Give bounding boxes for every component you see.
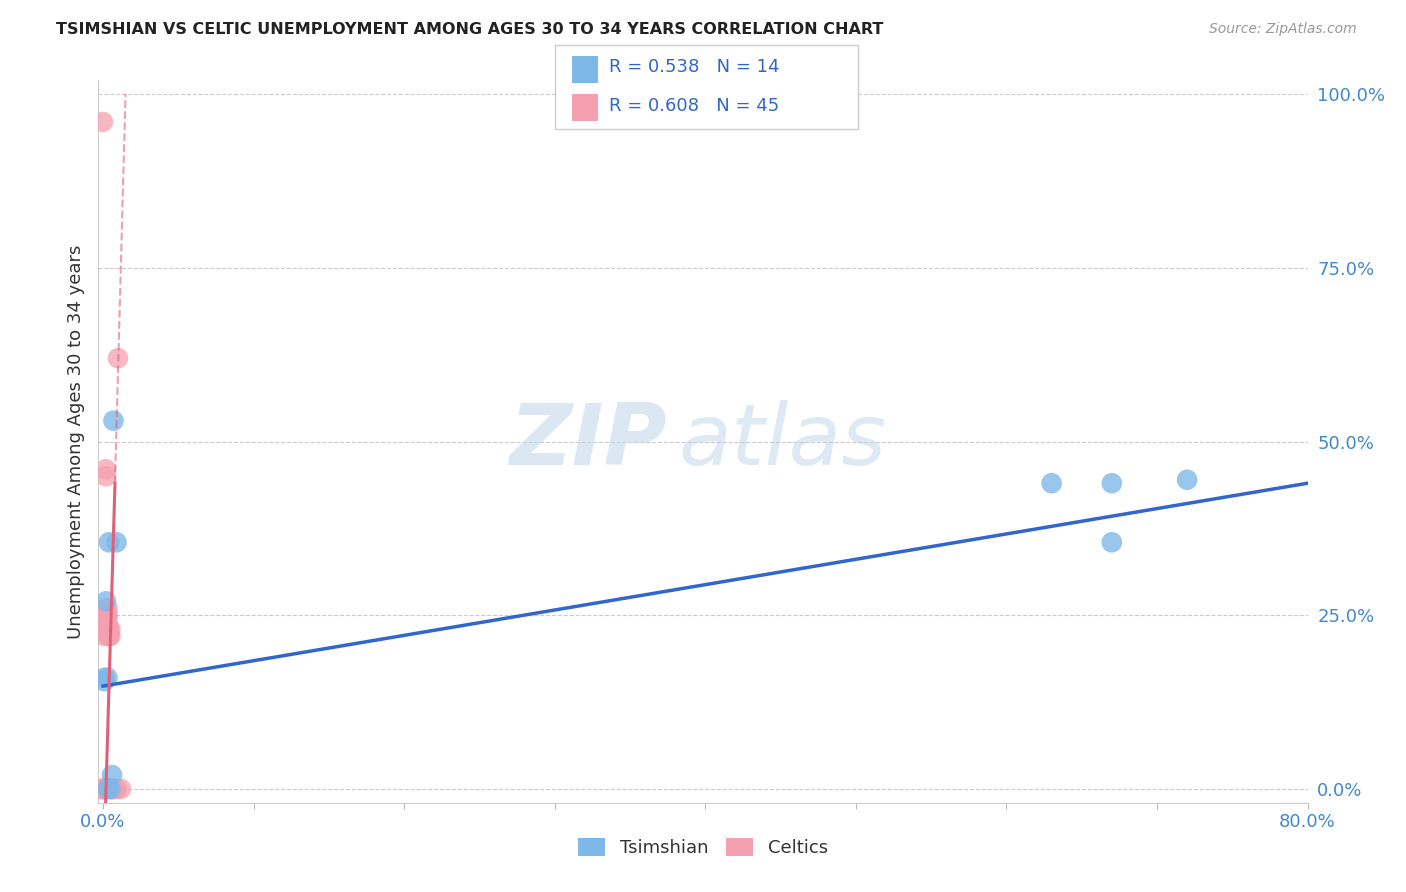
- Point: [100, 781, 122, 796]
- Legend: Tsimshian, Celtics: Tsimshian, Celtics: [569, 829, 837, 866]
- Point: [94, 608, 117, 623]
- Point: [1175, 473, 1198, 487]
- Text: TSIMSHIAN VS CELTIC UNEMPLOYMENT AMONG AGES 30 TO 34 YEARS CORRELATION CHART: TSIMSHIAN VS CELTIC UNEMPLOYMENT AMONG A…: [56, 22, 883, 37]
- Point: [96, 615, 118, 630]
- Point: [93, 781, 115, 796]
- Point: [96, 622, 118, 636]
- Text: atlas: atlas: [679, 400, 887, 483]
- Point: [101, 781, 124, 796]
- Point: [103, 414, 125, 428]
- Point: [105, 781, 128, 796]
- Point: [105, 535, 128, 549]
- Point: [96, 608, 118, 623]
- Point: [100, 629, 122, 643]
- Point: [93, 629, 115, 643]
- Point: [94, 781, 117, 796]
- Point: [1101, 535, 1123, 549]
- Text: Source: ZipAtlas.com: Source: ZipAtlas.com: [1209, 22, 1357, 37]
- Point: [94, 469, 117, 483]
- Point: [94, 462, 117, 476]
- Point: [104, 781, 127, 796]
- Text: ZIP: ZIP: [509, 400, 666, 483]
- Point: [96, 781, 118, 796]
- Text: R = 0.538   N = 14: R = 0.538 N = 14: [609, 59, 779, 77]
- Point: [96, 608, 118, 623]
- Point: [97, 781, 120, 796]
- Point: [97, 781, 120, 796]
- Point: [107, 351, 129, 366]
- Point: [103, 781, 125, 796]
- Point: [94, 781, 117, 796]
- Point: [110, 781, 132, 796]
- Point: [94, 601, 117, 615]
- Point: [100, 781, 122, 796]
- Point: [96, 671, 118, 685]
- Point: [100, 781, 122, 796]
- Point: [93, 781, 115, 796]
- Point: [1101, 476, 1123, 491]
- Point: [93, 674, 115, 689]
- Point: [93, 781, 115, 796]
- Point: [91, 781, 114, 796]
- Point: [96, 601, 118, 615]
- Point: [91, 781, 114, 796]
- Point: [97, 622, 120, 636]
- Text: R = 0.608   N = 45: R = 0.608 N = 45: [609, 96, 779, 114]
- Point: [97, 629, 120, 643]
- Point: [97, 535, 120, 549]
- Point: [91, 781, 114, 796]
- Point: [103, 781, 125, 796]
- Point: [94, 594, 117, 608]
- Point: [97, 629, 120, 643]
- Point: [91, 115, 114, 129]
- Point: [93, 615, 115, 630]
- Point: [96, 781, 118, 796]
- Point: [97, 781, 120, 796]
- Point: [91, 781, 114, 796]
- Point: [96, 781, 118, 796]
- Point: [101, 781, 124, 796]
- Point: [93, 781, 115, 796]
- Point: [93, 671, 115, 685]
- Y-axis label: Unemployment Among Ages 30 to 34 years: Unemployment Among Ages 30 to 34 years: [66, 244, 84, 639]
- Point: [101, 768, 124, 782]
- Point: [101, 781, 124, 796]
- Point: [100, 622, 122, 636]
- Point: [1040, 476, 1063, 491]
- Point: [96, 781, 118, 796]
- Point: [91, 781, 114, 796]
